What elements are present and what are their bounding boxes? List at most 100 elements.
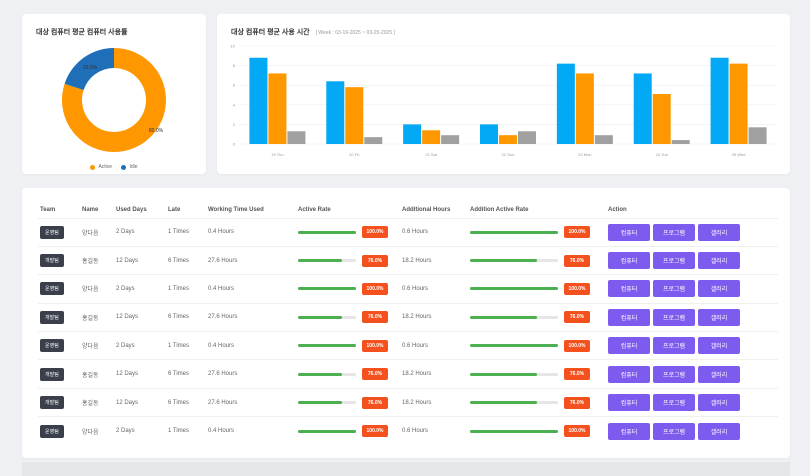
cell-addition-active-rate: 100.0% — [468, 416, 606, 446]
bar-tertiary[interactable] — [594, 135, 613, 144]
bar-primary[interactable] — [633, 73, 652, 144]
bar-secondary[interactable] — [268, 73, 287, 144]
cell-used-days: 2 Days — [114, 274, 166, 304]
gallery-button[interactable]: 갤러리 — [698, 422, 740, 440]
cell-team: 운영팀 — [38, 274, 80, 304]
gallery-button[interactable]: 갤러리 — [698, 308, 740, 326]
active-rate-fill — [298, 401, 343, 405]
bar-secondary[interactable] — [499, 135, 517, 144]
bar-secondary[interactable] — [345, 87, 364, 144]
addition-rate-badge: 100.0% — [564, 339, 590, 352]
cell-name: 양다음 — [80, 274, 114, 304]
gallery-button[interactable]: 갤러리 — [698, 252, 740, 270]
active-rate-badge: 100.0% — [362, 282, 388, 295]
bar-secondary[interactable] — [729, 63, 748, 144]
gallery-button[interactable]: 갤러리 — [698, 394, 740, 412]
cell-action: 컴퓨터 프로그램 갤러리 — [606, 245, 778, 275]
team-badge: 개발팀 — [40, 254, 64, 268]
usage-rate-title: 대상 컴퓨터 평균 컴퓨터 사용률 — [36, 29, 128, 36]
y-tick-label: 6 — [233, 83, 236, 88]
addition-rate-bar — [470, 315, 558, 319]
computer-button[interactable]: 컴퓨터 — [608, 223, 650, 241]
table-row: 개발팀 홍길동 12 Days 6 Times 27.6 Hours 76.0% 18.2 … — [38, 387, 778, 417]
usage-rate-card: 대상 컴퓨터 평균 컴퓨터 사용률 20.0% 80.0% Active Idle — [22, 14, 206, 174]
program-button[interactable]: 프로그램 — [653, 365, 695, 383]
cell-working-time: 0.4 Hours — [206, 416, 296, 446]
active-rate-badge: 76.0% — [362, 368, 388, 381]
program-button[interactable]: 프로그램 — [653, 252, 695, 270]
computer-button[interactable]: 컴퓨터 — [608, 308, 650, 326]
bar-primary[interactable] — [556, 63, 575, 144]
cell-active-rate: 76.0% — [296, 387, 400, 417]
active-rate-bar — [298, 287, 356, 291]
cell-additional-hours: 18.2 Hours — [400, 359, 468, 389]
bar-tertiary[interactable] — [748, 127, 767, 144]
gallery-button[interactable]: 갤러리 — [698, 337, 740, 355]
program-button[interactable]: 프로그램 — [653, 394, 695, 412]
table-row: 개발팀 홍길동 12 Days 6 Times 27.6 Hours 76.0% 18.2 … — [38, 245, 778, 275]
addition-rate-badge: 100.0% — [564, 425, 590, 438]
bar-secondary[interactable] — [652, 94, 671, 144]
addition-rate-badge: 100.0% — [564, 226, 590, 239]
cell-working-time: 27.6 Hours — [206, 359, 296, 389]
cell-addition-active-rate: 100.0% — [468, 274, 606, 304]
cell-action: 컴퓨터 프로그램 갤러리 — [606, 359, 778, 389]
gallery-button[interactable]: 갤러리 — [698, 365, 740, 383]
addition-rate-fill — [470, 401, 537, 405]
cell-name: 홍길동 — [80, 359, 114, 389]
computer-button[interactable]: 컴퓨터 — [608, 252, 650, 270]
active-rate-bar — [298, 230, 356, 234]
program-button[interactable]: 프로그램 — [653, 223, 695, 241]
cell-used-days: 2 Days — [114, 331, 166, 360]
addition-rate-fill — [470, 315, 537, 319]
header-working-time: Working Time Used — [208, 206, 264, 213]
computer-button[interactable]: 컴퓨터 — [608, 422, 650, 440]
program-button[interactable]: 프로그램 — [653, 280, 695, 298]
usage-rate-legend: Active Idle — [22, 164, 206, 172]
addition-rate-badge: 76.0% — [564, 311, 590, 324]
donut-slice-idle[interactable] — [64, 48, 114, 91]
computer-button[interactable]: 컴퓨터 — [608, 394, 650, 412]
header-late: Late — [168, 206, 181, 213]
usage-time-card: 대상 컴퓨터 평균 사용 시간 [ Week : 03-19-2025 ~ 03-… — [217, 14, 790, 174]
cell-addition-active-rate: 76.0% — [468, 387, 606, 417]
legend-item-idle[interactable]: Idle — [121, 164, 138, 170]
program-button[interactable]: 프로그램 — [653, 422, 695, 440]
computer-button[interactable]: 컴퓨터 — [608, 337, 650, 355]
bar-primary[interactable] — [710, 57, 729, 145]
bar-secondary[interactable] — [422, 130, 441, 144]
bar-primary[interactable] — [480, 124, 498, 144]
bar-tertiary[interactable] — [441, 135, 460, 144]
computer-button[interactable]: 컴퓨터 — [608, 365, 650, 383]
program-button[interactable]: 프로그램 — [653, 337, 695, 355]
donut-slice-active[interactable] — [62, 48, 166, 152]
bar-primary[interactable] — [403, 124, 422, 144]
cell-used-days: 12 Days — [114, 387, 166, 417]
gallery-button[interactable]: 갤러리 — [698, 280, 740, 298]
bar-primary[interactable] — [326, 81, 345, 144]
bar-primary[interactable] — [249, 57, 268, 145]
donut-label-active: 80.0% — [149, 128, 164, 134]
bar-tertiary[interactable] — [287, 131, 306, 144]
y-tick-label: 0 — [233, 142, 236, 147]
bar-secondary[interactable] — [575, 73, 594, 144]
usage-rate-donut-chart: 20.0% 80.0% — [62, 48, 166, 152]
bar-tertiary[interactable] — [518, 131, 536, 144]
header-action: Action — [608, 206, 627, 213]
y-tick-label: 2 — [233, 122, 236, 127]
user-usage-table: Team Name Used Days Late Working Time Us… — [38, 202, 778, 446]
cell-action: 컴퓨터 프로그램 갤러리 — [606, 331, 778, 360]
cell-team: 운영팀 — [38, 331, 80, 360]
user-usage-table-card: Team Name Used Days Late Working Time Us… — [22, 188, 790, 458]
active-rate-fill — [298, 259, 343, 263]
cell-late: 1 Times — [166, 217, 206, 247]
cell-working-time: 27.6 Hours — [206, 387, 296, 417]
program-button[interactable]: 프로그램 — [653, 308, 695, 326]
legend-swatch-idle — [121, 164, 127, 170]
gallery-button[interactable]: 갤러리 — [698, 223, 740, 241]
bar-tertiary[interactable] — [671, 140, 690, 144]
legend-item-active[interactable]: Active — [90, 164, 112, 170]
bar-tertiary[interactable] — [364, 137, 383, 144]
computer-button[interactable]: 컴퓨터 — [608, 280, 650, 298]
active-rate-badge: 76.0% — [362, 396, 388, 409]
